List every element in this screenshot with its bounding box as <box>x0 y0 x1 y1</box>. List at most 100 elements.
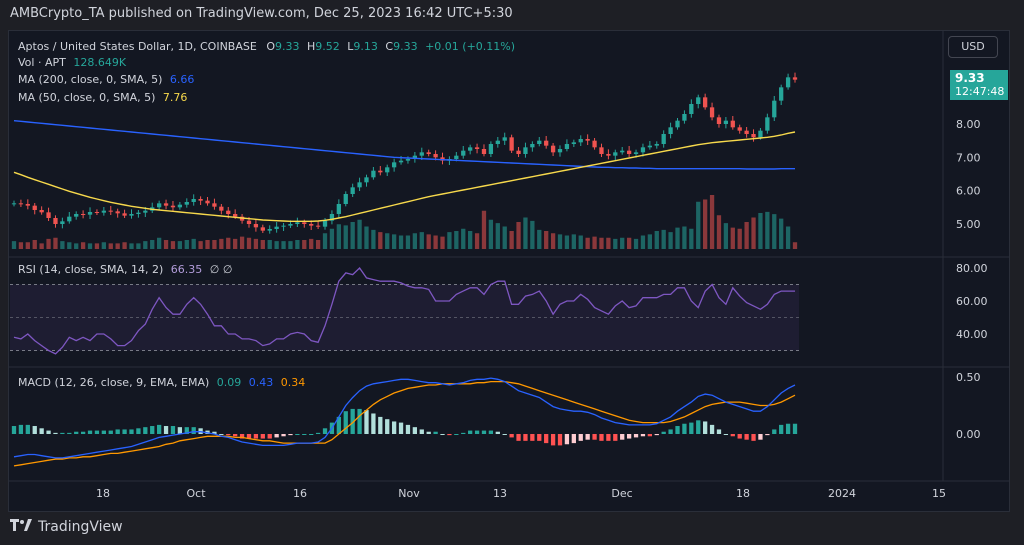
candle-body <box>737 127 742 131</box>
macd-histogram-bar <box>772 429 777 434</box>
low-label: L <box>347 40 354 53</box>
candle-body <box>454 155 459 159</box>
macd-histogram-bar <box>585 434 590 440</box>
volume-bar <box>785 226 791 249</box>
candle-body <box>39 210 44 213</box>
candle-body <box>426 152 431 154</box>
volume-bar <box>115 243 120 249</box>
volume-bar <box>191 238 196 249</box>
candle-body <box>661 134 666 144</box>
volume-bar <box>233 238 238 249</box>
last-price-label: 9.33 12:47:48 <box>950 70 1008 100</box>
volume-legend[interactable]: Vol · APT 128.649K <box>18 56 126 69</box>
top-bar: AMBCrypto_TA published on TradingView.co… <box>0 0 1024 30</box>
volume-bar <box>398 235 404 249</box>
macd-histogram-bar <box>177 427 183 434</box>
volume-bar <box>461 228 466 249</box>
macd-histogram-bar <box>53 432 58 434</box>
candle-body <box>198 199 203 201</box>
candle-body <box>336 204 341 214</box>
macd-histogram-bar <box>599 434 604 441</box>
volume-bar <box>433 235 438 249</box>
tradingview-brand[interactable]: TradingView <box>10 518 123 536</box>
candle-body <box>18 203 24 205</box>
macd-tick-label: 0.50 <box>956 371 981 384</box>
macd-histogram-bar <box>668 429 673 434</box>
price-tick-label: 6.00 <box>956 185 981 198</box>
candle-body <box>129 214 134 216</box>
volume-bar <box>544 231 549 249</box>
candle-body <box>143 210 148 213</box>
tradingview-logo-icon <box>10 518 32 536</box>
rsi-tick-label: 40.00 <box>956 328 988 341</box>
macd-histogram-bar <box>620 434 625 440</box>
macd-histogram-bar <box>723 434 729 435</box>
macd-histogram-bar <box>530 434 535 441</box>
macd-histogram-bar <box>170 426 176 434</box>
rsi-tick-label: 60.00 <box>956 295 988 308</box>
volume-bar <box>537 229 542 249</box>
candle-body <box>578 139 583 143</box>
macd-histogram-bar <box>371 413 376 434</box>
volume-bar <box>626 237 632 249</box>
candle-body <box>177 204 183 208</box>
volume-bar <box>129 243 134 249</box>
macd-histogram-bar <box>350 408 355 434</box>
macd-histogram-bar <box>578 434 583 441</box>
candle-body <box>385 167 390 173</box>
volume-bar <box>267 240 272 249</box>
macd-histogram-bar <box>433 431 438 434</box>
candle-body <box>302 222 307 224</box>
macd-histogram-bar <box>385 419 390 434</box>
candle-body <box>398 160 404 163</box>
high-label: H <box>306 40 316 53</box>
rsi-legend[interactable]: RSI (14, close, SMA, 14, 2) 66.35 ∅ ∅ <box>18 263 232 276</box>
macd-histogram-bar <box>343 411 348 434</box>
volume-bar <box>779 218 784 249</box>
macd-histogram-bar <box>709 424 715 434</box>
candle-body <box>350 187 355 194</box>
candle-body <box>468 147 473 151</box>
ma200-line <box>13 120 795 170</box>
volume-bar <box>668 232 673 249</box>
candle-body <box>32 205 37 210</box>
volume-bar <box>530 220 535 249</box>
volume-bar <box>772 214 777 249</box>
macd-histogram-bar <box>412 427 418 434</box>
candle-body <box>709 107 715 118</box>
time-tick-label: Dec <box>611 487 632 500</box>
macd-histogram-bar <box>274 434 279 438</box>
volume-bar <box>495 223 500 249</box>
candle-body <box>253 224 259 228</box>
symbol-legend[interactable]: Aptos / United States Dollar, 1D, COINBA… <box>18 40 515 53</box>
candle-body <box>412 155 418 159</box>
currency-button[interactable]: USD <box>948 36 998 58</box>
volume-bar <box>53 237 58 249</box>
candle-body <box>765 117 770 131</box>
volume-bar <box>371 229 376 249</box>
volume-bar <box>150 240 155 249</box>
candle-body <box>378 170 383 173</box>
candle-body <box>11 203 17 205</box>
volume-bar <box>447 232 452 249</box>
macd-hist-value: 0.09 <box>216 376 242 389</box>
volume-bar <box>239 236 245 249</box>
macd-line <box>13 377 796 459</box>
macd-histogram-bar <box>246 434 252 439</box>
macd-histogram-bar <box>744 434 749 440</box>
macd-legend[interactable]: MACD (12, 26, close, 9, EMA, EMA) 0.09 0… <box>18 376 305 389</box>
candle-body <box>115 211 120 214</box>
candle-body <box>599 147 604 154</box>
macd-histogram-bar <box>239 434 245 439</box>
volume-bar <box>108 243 113 249</box>
volume-bar <box>426 234 431 249</box>
volume-bar <box>557 234 563 249</box>
ma50-legend[interactable]: MA (50, close, 0, SMA, 5) 7.76 <box>18 91 187 104</box>
macd-histogram-bar <box>163 426 169 434</box>
candle-body <box>94 212 100 213</box>
macd-histogram-bar <box>101 430 106 434</box>
ma200-legend[interactable]: MA (200, close, 0, SMA, 5) 6.66 <box>18 73 194 86</box>
candle-body <box>60 221 65 224</box>
macd-histogram-bar <box>792 423 798 434</box>
